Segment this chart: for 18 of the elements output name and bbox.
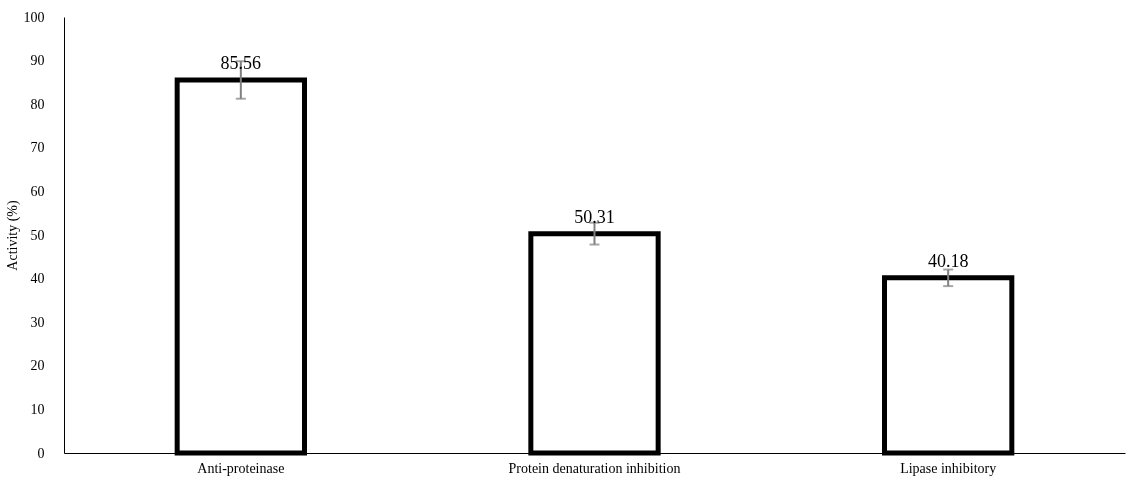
y-tick-label: 40 bbox=[30, 271, 45, 287]
y-tick-label: 30 bbox=[30, 314, 45, 330]
y-tick-label: 100 bbox=[23, 9, 45, 25]
y-tick-label: 80 bbox=[30, 96, 45, 112]
y-tick-label: 10 bbox=[30, 401, 45, 417]
y-tick-label: 20 bbox=[30, 358, 45, 374]
data-label: 40.18 bbox=[927, 250, 969, 271]
y-tick-label: 50 bbox=[30, 227, 45, 243]
y-tick-label: 90 bbox=[30, 53, 45, 69]
y-axis-title: Activity (%) bbox=[4, 199, 21, 271]
y-tick-label: 0 bbox=[37, 445, 45, 461]
x-tick-label: Protein denaturation inhibition bbox=[508, 460, 681, 476]
x-tick-label: Anti-proteinase bbox=[197, 460, 285, 476]
data-label: 85.56 bbox=[220, 52, 262, 73]
x-tick-label: Lipase inhibitory bbox=[900, 460, 997, 476]
data-label: 50.31 bbox=[574, 206, 615, 227]
y-tick-label: 70 bbox=[30, 140, 45, 156]
y-tick-label: 60 bbox=[30, 183, 45, 199]
